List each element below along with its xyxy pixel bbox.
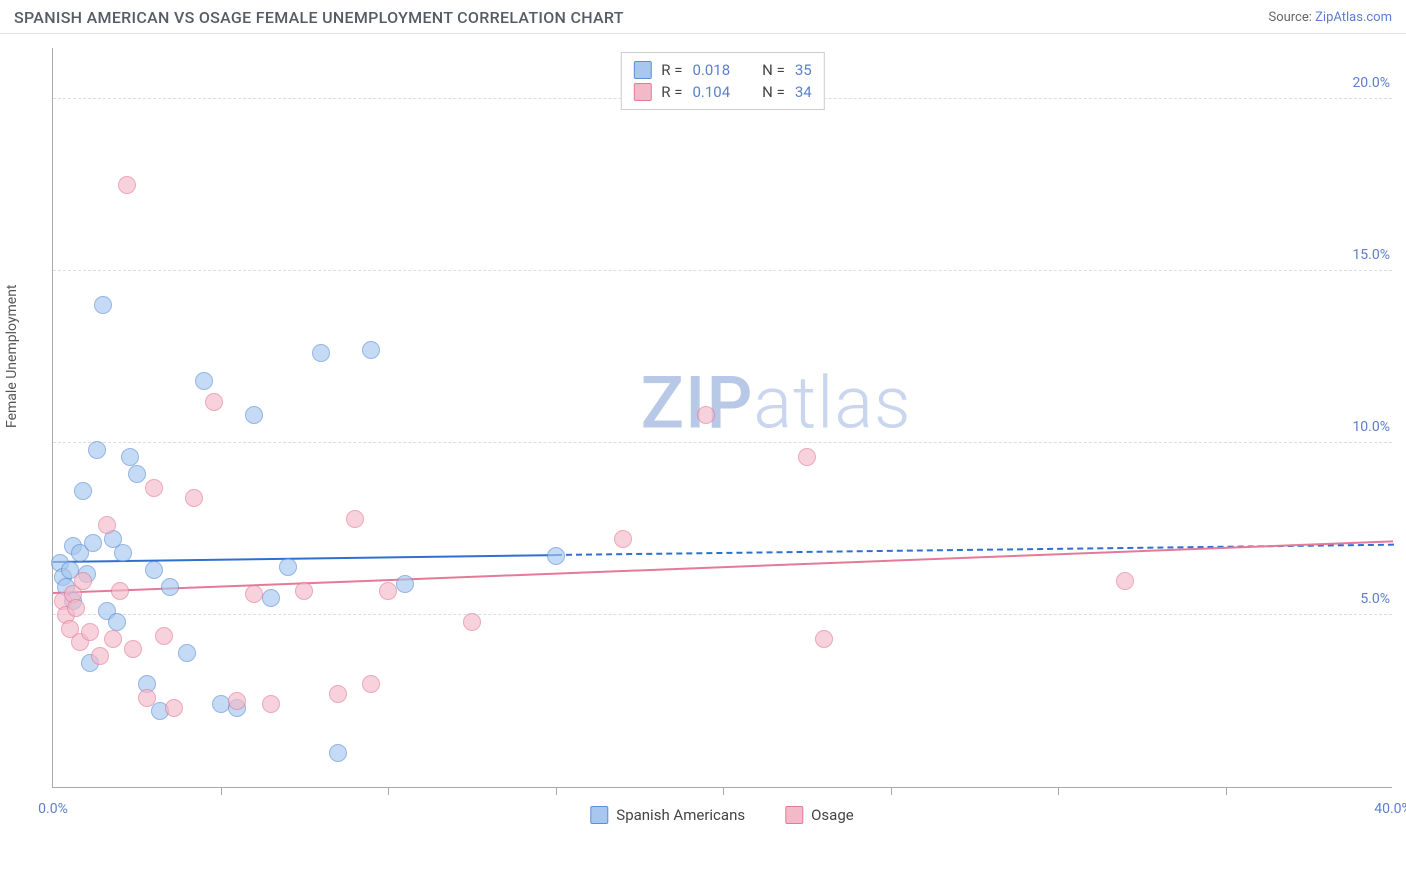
data-point xyxy=(138,689,156,707)
data-point xyxy=(312,344,330,362)
chart-title: SPANISH AMERICAN VS OSAGE FEMALE UNEMPLO… xyxy=(14,8,624,27)
legend-label: Osage xyxy=(811,806,854,824)
chart-header: SPANISH AMERICAN VS OSAGE FEMALE UNEMPLO… xyxy=(0,0,1406,34)
data-point xyxy=(91,647,109,665)
x-tick-label: 0.0% xyxy=(38,801,68,817)
x-minor-tick xyxy=(1058,787,1059,795)
x-tick-label: 40.0% xyxy=(1374,801,1406,817)
data-point xyxy=(124,640,142,658)
chart-source: Source: ZipAtlas.com xyxy=(1268,10,1392,25)
data-point xyxy=(121,448,139,466)
y-tick-label: 15.0% xyxy=(1348,247,1394,263)
data-point xyxy=(185,489,203,507)
x-minor-tick xyxy=(723,787,724,795)
data-point xyxy=(279,558,297,576)
data-point xyxy=(228,692,246,710)
data-point xyxy=(94,296,112,314)
data-point xyxy=(697,406,715,424)
gridline xyxy=(53,442,1392,443)
legend-swatch xyxy=(633,83,651,101)
gridline xyxy=(53,614,1392,615)
data-point xyxy=(114,544,132,562)
legend-label: Spanish Americans xyxy=(616,806,745,824)
data-point xyxy=(245,406,263,424)
data-point xyxy=(295,582,313,600)
data-point xyxy=(362,341,380,359)
y-tick-label: 20.0% xyxy=(1348,75,1394,91)
data-point xyxy=(329,744,347,762)
data-point xyxy=(84,534,102,552)
data-point xyxy=(463,613,481,631)
source-link[interactable]: ZipAtlas.com xyxy=(1315,10,1392,25)
data-point xyxy=(165,699,183,717)
x-minor-tick xyxy=(891,787,892,795)
data-point xyxy=(74,482,92,500)
data-point xyxy=(74,572,92,590)
watermark: ZIPatlas xyxy=(641,360,912,445)
data-point xyxy=(362,675,380,693)
data-point xyxy=(88,441,106,459)
data-point xyxy=(396,575,414,593)
legend-item: Osage xyxy=(785,806,854,824)
data-point xyxy=(379,582,397,600)
data-point xyxy=(98,516,116,534)
data-point xyxy=(178,644,196,662)
gridline xyxy=(53,270,1392,271)
data-point xyxy=(108,613,126,631)
legend-swatch xyxy=(785,806,803,824)
data-point xyxy=(346,510,364,528)
data-point xyxy=(81,623,99,641)
data-point xyxy=(128,465,146,483)
data-point xyxy=(205,393,223,411)
data-point xyxy=(212,695,230,713)
data-point xyxy=(614,530,632,548)
data-point xyxy=(118,176,136,194)
data-point xyxy=(195,372,213,390)
x-minor-tick xyxy=(556,787,557,795)
data-point xyxy=(547,547,565,565)
legend-swatch xyxy=(633,61,651,79)
chart-area: ZIPatlas 5.0%10.0%15.0%20.0%0.0%40.0%R =… xyxy=(52,48,1392,828)
y-tick-label: 10.0% xyxy=(1348,419,1394,435)
data-point xyxy=(104,630,122,648)
plot-region: ZIPatlas 5.0%10.0%15.0%20.0%0.0%40.0%R =… xyxy=(52,48,1392,788)
data-point xyxy=(67,599,85,617)
legend-top: R =0.018N =35R =0.104N =34 xyxy=(620,52,824,110)
data-point xyxy=(262,589,280,607)
data-point xyxy=(798,448,816,466)
x-minor-tick xyxy=(221,787,222,795)
y-axis-label: Female Unemployment xyxy=(4,284,20,428)
data-point xyxy=(1116,572,1134,590)
data-point xyxy=(161,578,179,596)
legend-item: Spanish Americans xyxy=(590,806,745,824)
legend-bottom: Spanish Americans Osage xyxy=(590,806,853,824)
x-minor-tick xyxy=(1226,787,1227,795)
data-point xyxy=(815,630,833,648)
data-point xyxy=(262,695,280,713)
data-point xyxy=(329,685,347,703)
data-point xyxy=(111,582,129,600)
data-point xyxy=(155,627,173,645)
x-minor-tick xyxy=(388,787,389,795)
y-tick-label: 5.0% xyxy=(1356,591,1394,607)
data-point xyxy=(245,585,263,603)
legend-swatch xyxy=(590,806,608,824)
data-point xyxy=(145,479,163,497)
data-point xyxy=(145,561,163,579)
